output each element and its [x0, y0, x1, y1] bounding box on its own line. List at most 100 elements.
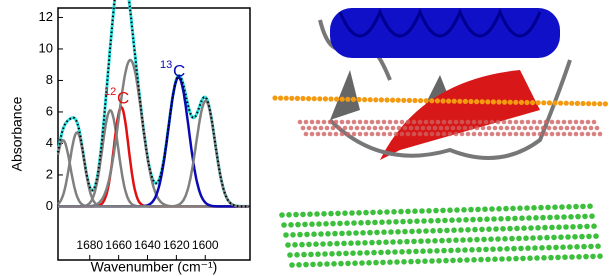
green-atom	[288, 222, 294, 228]
green-atom	[595, 243, 601, 249]
green-atom	[553, 245, 559, 251]
green-atom	[380, 260, 386, 266]
red-atom	[391, 126, 396, 131]
green-atom	[530, 235, 536, 241]
green-atom	[397, 239, 403, 245]
orange-atom	[418, 98, 423, 103]
red-atom	[466, 132, 471, 137]
green-atom	[430, 228, 436, 234]
red-atom	[553, 126, 558, 131]
red-atom	[508, 120, 513, 125]
red-atom	[337, 126, 342, 131]
orange-atom	[272, 95, 277, 100]
green-atom	[561, 214, 567, 220]
green-atom	[517, 205, 523, 211]
red-atom	[490, 120, 495, 125]
red-atom	[487, 126, 492, 131]
orange-atom	[547, 100, 552, 105]
green-atom	[468, 207, 474, 213]
red-atom	[358, 120, 363, 125]
green-atom	[374, 230, 380, 236]
red-atom	[514, 132, 519, 137]
green-atom	[457, 257, 463, 263]
red-atom	[571, 126, 576, 131]
green-atom	[569, 254, 575, 260]
red-atom	[535, 126, 540, 131]
green-atom	[364, 250, 370, 256]
green-atom	[548, 255, 554, 261]
green-atom	[342, 210, 348, 216]
red-atom	[460, 132, 465, 137]
green-atom	[339, 231, 345, 237]
orange-atom	[463, 99, 468, 104]
green-atom	[454, 207, 460, 213]
green-atom	[496, 206, 502, 212]
green-atom	[446, 238, 452, 244]
red-atom	[463, 126, 468, 131]
green-atom	[404, 239, 410, 245]
red-atom	[445, 126, 450, 131]
green-atom	[511, 246, 517, 252]
green-atom	[394, 259, 400, 265]
green-atom	[555, 255, 561, 261]
green-atom	[478, 257, 484, 263]
x-tick-label: 1600	[192, 238, 219, 252]
x-tick-label: 1680	[76, 238, 103, 252]
green-atom	[542, 225, 548, 231]
green-atom	[470, 217, 476, 223]
green-atom	[279, 212, 285, 218]
red-atom	[364, 120, 369, 125]
green-atom	[385, 249, 391, 255]
green-atom	[582, 214, 588, 220]
green-atom	[541, 255, 547, 261]
red-atom	[352, 132, 357, 137]
green-atom	[399, 249, 405, 255]
red-atom	[592, 132, 597, 137]
green-atom	[499, 256, 505, 262]
green-atom	[416, 228, 422, 234]
orange-atom	[524, 100, 529, 105]
green-atom	[461, 207, 467, 213]
green-atom	[303, 262, 309, 268]
green-atom	[395, 229, 401, 235]
green-atom	[485, 257, 491, 263]
annotation-sup: 13	[160, 59, 172, 71]
red-atom	[379, 126, 384, 131]
green-atom	[547, 215, 553, 221]
red-atom	[394, 132, 399, 137]
red-atom	[484, 120, 489, 125]
green-atom	[568, 214, 574, 220]
orange-atom	[569, 101, 574, 106]
green-atom	[525, 245, 531, 251]
green-atom	[489, 206, 495, 212]
red-atom	[304, 132, 309, 137]
red-atom	[580, 120, 585, 125]
green-atom	[369, 240, 375, 246]
green-atom	[584, 224, 590, 230]
red-atom	[307, 126, 312, 131]
green-atom	[414, 218, 420, 224]
green-atom	[546, 245, 552, 251]
green-atom	[348, 240, 354, 246]
orange-atom	[480, 99, 485, 104]
orange-atom	[603, 101, 608, 106]
green-atom	[355, 240, 361, 246]
green-atom	[552, 204, 558, 210]
green-atom	[451, 227, 457, 233]
orange-atom	[368, 97, 373, 102]
green-atom	[358, 220, 364, 226]
green-atom	[434, 248, 440, 254]
red-atom	[415, 126, 420, 131]
orange-atom	[407, 98, 412, 103]
green-atom	[370, 210, 376, 216]
green-atom	[455, 247, 461, 253]
red-atom	[418, 132, 423, 137]
green-atom	[463, 217, 469, 223]
green-atom	[381, 229, 387, 235]
orange-atom	[401, 98, 406, 103]
y-tick-label: 6	[46, 103, 53, 118]
red-atom	[328, 120, 333, 125]
red-atom	[538, 132, 543, 137]
orange-atom	[457, 99, 462, 104]
green-atom	[406, 249, 412, 255]
